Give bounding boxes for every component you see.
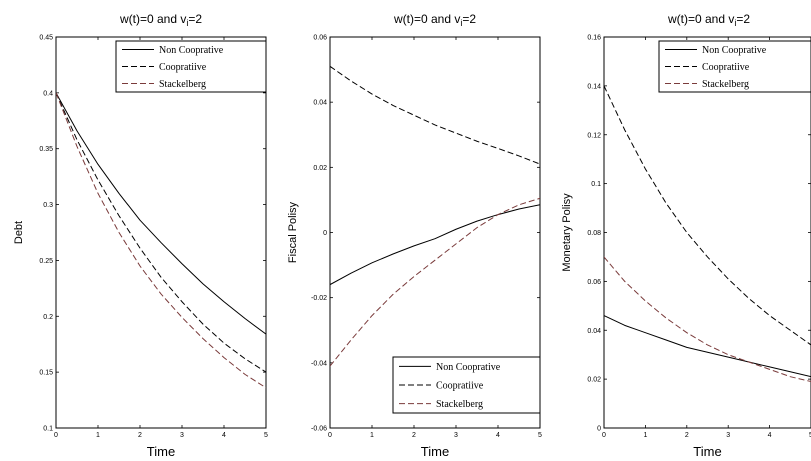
legend-label-3: Stackelberg <box>159 79 206 90</box>
chart-panel-1: w(t)=0 and vi=2 0 1 2 3 4 5 0.1 0.15 0.2 0.25 0.3 0.… <box>13 12 268 459</box>
y-tick-label: 0.25 <box>39 258 53 265</box>
x-axis-label: Time <box>147 444 175 459</box>
y-tick-label: 0.1 <box>43 426 53 433</box>
x-tick-label: 4 <box>768 432 772 439</box>
legend-label-1: Non Cooprative <box>702 45 767 56</box>
x-tick-label: 0 <box>602 432 606 439</box>
series-line-3 <box>604 256 811 383</box>
series-line-1 <box>330 204 540 286</box>
y-tick-label: 0 <box>597 426 601 433</box>
y-tick-label: 0.06 <box>587 279 601 286</box>
y-tick-label: 0.04 <box>587 328 601 335</box>
y-tick-label: 0.2 <box>43 314 53 321</box>
y-tick-label: 0.06 <box>313 35 327 42</box>
series-line-1 <box>56 92 266 335</box>
series-line-3 <box>56 92 266 389</box>
legend-label-2: Coopratiive <box>436 381 484 392</box>
chart-title-main: w(t)=0 and v <box>393 12 460 26</box>
y-tick-label: 0.04 <box>313 100 327 107</box>
y-axis-label: Fiscal Polisy <box>287 201 299 263</box>
legend-label-1: Non Cooprative <box>159 45 224 56</box>
legend-label-3: Stackelberg <box>702 79 749 90</box>
y-tick-label: 0 <box>323 230 327 237</box>
chart-title-tail: =2 <box>188 12 202 26</box>
x-tick-label: 0 <box>328 432 332 439</box>
series-line-2 <box>56 92 266 373</box>
series-line-2 <box>330 65 540 165</box>
y-tick-label: 0.14 <box>587 83 601 90</box>
x-tick-label: 3 <box>180 432 184 439</box>
x-tick-label: 1 <box>643 432 647 439</box>
y-tick-label: 0.15 <box>39 370 53 377</box>
y-tick-label: 0.35 <box>39 146 53 153</box>
y-tick-label: 0.45 <box>39 35 53 42</box>
chart-title-main: w(t)=0 and v <box>119 12 186 26</box>
x-tick-label: 1 <box>370 432 374 439</box>
chart-title-subscript: i <box>734 18 736 28</box>
y-axis-label: Debt <box>13 221 25 244</box>
x-axis-label: Time <box>421 444 449 459</box>
chart-title: w(t)=0 and vi=2 <box>393 12 476 28</box>
x-tick-label: 3 <box>726 432 730 439</box>
chart-title: w(t)=0 and vi=2 <box>667 12 750 28</box>
legend-label-2: Coopratiive <box>159 62 207 73</box>
chart-title: w(t)=0 and vi=2 <box>119 12 202 28</box>
chart-title-tail: =2 <box>736 12 750 26</box>
x-tick-label: 4 <box>496 432 500 439</box>
x-tick-label: 5 <box>538 432 542 439</box>
y-tick-label: 0.08 <box>587 230 601 237</box>
series-line-2 <box>604 85 811 346</box>
y-tick-label: 0.3 <box>43 202 53 209</box>
series-line-1 <box>604 315 811 378</box>
chart-panel-2: w(t)=0 and vi=2 0 1 2 3 4 5 -0.06 -0.04 -0.02 0 0.0… <box>287 12 542 459</box>
y-axis-label: Monetary Polisy <box>561 193 573 272</box>
x-tick-label: 2 <box>138 432 142 439</box>
chart-title-subscript: i <box>460 18 462 28</box>
x-tick-label: 5 <box>264 432 268 439</box>
legend-label-1: Non Cooprative <box>436 362 501 373</box>
chart-panel-3: w(t)=0 and vi=2 0 1 2 3 4 5 0 0.02 0.04 0.06 0.08 0.… <box>561 12 811 459</box>
plot-area-frame <box>55 36 267 429</box>
legend-label-2: Coopratiive <box>702 62 750 73</box>
x-axis-label: Time <box>693 444 721 459</box>
y-tick-label: -0.04 <box>311 360 327 367</box>
chart-title-subscript: i <box>186 18 188 28</box>
y-tick-label: 0.02 <box>313 165 327 172</box>
y-tick-label: 0.02 <box>587 377 601 384</box>
x-tick-label: 0 <box>54 432 58 439</box>
x-tick-label: 3 <box>454 432 458 439</box>
y-tick-label: -0.02 <box>311 295 327 302</box>
x-tick-label: 2 <box>412 432 416 439</box>
chart-title-main: w(t)=0 and v <box>667 12 734 26</box>
y-tick-label: 0.4 <box>43 90 53 97</box>
x-tick-label: 2 <box>685 432 689 439</box>
y-tick-label: -0.06 <box>311 426 327 433</box>
x-tick-label: 5 <box>809 432 811 439</box>
series-line-3 <box>330 197 540 367</box>
legend-label-3: Stackelberg <box>436 399 483 410</box>
x-tick-label: 1 <box>96 432 100 439</box>
y-tick-label: 0.12 <box>587 132 601 139</box>
x-tick-label: 4 <box>222 432 226 439</box>
y-tick-label: 0.1 <box>591 181 601 188</box>
y-tick-label: 0.16 <box>587 35 601 42</box>
chart-title-tail: =2 <box>462 12 476 26</box>
